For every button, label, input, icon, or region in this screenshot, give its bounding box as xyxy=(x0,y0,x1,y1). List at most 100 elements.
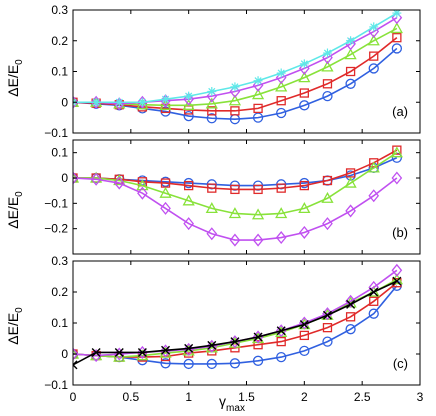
y-axis-label-b: ΔE/E0 xyxy=(5,191,25,229)
panel-c-series-black-point xyxy=(392,276,402,286)
panel-c-series-black-point xyxy=(73,360,78,370)
panel-c-series-magenta-point xyxy=(252,330,264,344)
panel-a-series-cyan-point xyxy=(299,59,309,69)
panel-c-series-black-point xyxy=(137,347,147,357)
panel-b-series-magenta-point xyxy=(229,233,241,247)
panel-a-series-magenta-point xyxy=(183,92,195,106)
panel-a-ytick-label: −0.1 xyxy=(44,126,68,140)
panel-a-frame xyxy=(72,9,421,134)
panel-b-series-red-point xyxy=(230,184,240,195)
panel-b-series-red-point xyxy=(253,184,263,195)
panel-b-series-magenta-point xyxy=(345,204,356,218)
x-axis-label-sub: max xyxy=(226,403,245,414)
panel-b-series-magenta-point xyxy=(391,171,403,185)
panel-c-xtick-label: 2.5 xyxy=(354,390,371,404)
panel-b-series-green-line xyxy=(73,152,398,216)
panel-c-series-red-point xyxy=(253,340,263,350)
panel-a: −0.1 0 0.1 0.2 0.3 (a) xyxy=(44,3,421,140)
panel-b-series-green-point xyxy=(298,202,311,214)
panel-a-ytick-label: 0.1 xyxy=(51,65,68,79)
panel-a-plot-area xyxy=(73,10,403,125)
panel-b-series-green-point xyxy=(136,179,149,191)
panel-b-series-green-point xyxy=(228,207,242,219)
panel-b-series-magenta-point xyxy=(298,225,310,239)
panel-c-series-black-point xyxy=(369,287,379,297)
panel-a-series-blue-point xyxy=(391,43,403,54)
panel-b: −0.2 −0.1 0 0.1 (b) xyxy=(44,139,421,255)
panel-c-series-blue-point xyxy=(368,308,379,319)
panel-b-series-magenta-point xyxy=(252,233,264,247)
panel-a-series-cyan-point xyxy=(184,91,194,101)
panel-b-label: (b) xyxy=(392,225,408,240)
panel-b-ytick-label: −0.1 xyxy=(44,196,68,210)
panel-c-ytick-label: 0.1 xyxy=(51,316,68,330)
panel-a-series-green-point xyxy=(228,94,242,106)
panel-c-series-red-line xyxy=(73,282,398,358)
panel-c-frame xyxy=(72,260,421,386)
panel-b-series-red-point xyxy=(299,180,309,191)
panel-a-series-cyan-point xyxy=(114,97,124,107)
panel-c-series-blue-point xyxy=(206,358,217,370)
panel-a-series-green-point xyxy=(159,98,172,110)
panel-b-series-magenta-line xyxy=(73,177,398,241)
panel-b-series-magenta-point xyxy=(322,217,333,231)
panel-c-series-magenta-point xyxy=(137,345,148,359)
panel-c-ytick-label: 0 xyxy=(61,347,68,361)
panel-a-series-red-line xyxy=(73,37,398,112)
panel-c-series-blue-point xyxy=(229,358,241,369)
panel-a-series-magenta-line xyxy=(73,17,398,105)
panel-c-series-magenta-point xyxy=(275,324,287,338)
panel-b-series-magenta-point xyxy=(73,171,79,185)
panel-c-series-magenta-point xyxy=(73,347,79,361)
panel-c-ytick-label: −0.1 xyxy=(44,378,68,392)
panel-c-series-magenta-point xyxy=(229,335,241,349)
panel-b-series-magenta-point xyxy=(113,176,125,190)
panel-a-series-cyan-point xyxy=(392,10,402,18)
panel-a-series-red-point xyxy=(253,103,263,114)
panel-b-series-green-point xyxy=(159,186,172,198)
panel-c-series-red-point xyxy=(276,336,286,347)
panel-c-series-red-point xyxy=(322,322,333,333)
panel-c-series-green-line xyxy=(73,278,398,358)
panel-c-series-black-point xyxy=(322,310,332,320)
panel-a-ytick-label: 0.2 xyxy=(51,34,68,48)
panel-c-ytick-label: 0.3 xyxy=(51,254,68,268)
panel-b-plot-area xyxy=(73,145,403,247)
panel-c-series-blue-line xyxy=(73,285,398,365)
panel-a-series-cyan-point xyxy=(369,22,379,32)
panel-a-series-blue-point xyxy=(183,110,194,122)
panel-c-series-blue-point xyxy=(160,358,171,369)
panel-c-ytick-label: 0.2 xyxy=(51,285,68,299)
panel-c-xtick-label: 0.5 xyxy=(122,390,139,404)
panels: −0.100.10.20.3(a)−0.2−0.100.1(b)−0.100.1… xyxy=(44,3,423,404)
panel-c-xtick-label: 1 xyxy=(185,390,192,404)
panel-a-series-cyan-point xyxy=(207,86,217,96)
panel-b-series-green-point xyxy=(205,202,218,214)
panel-c-series-blue-point xyxy=(183,358,194,370)
panel-b-series-red-point xyxy=(207,183,217,193)
panel-a-series-cyan-point xyxy=(253,76,263,86)
panel-b-series-magenta-point xyxy=(183,217,195,231)
panel-c-series-black-point xyxy=(346,299,356,309)
panel-a-series-red-point xyxy=(276,96,286,106)
panel-b-series-magenta-point xyxy=(368,189,380,203)
panel-c-xtick-label: 1.5 xyxy=(238,390,255,404)
panel-c-series-blue-point xyxy=(299,345,310,357)
panel-a-ytick-label: 0.3 xyxy=(51,3,68,17)
panel-a-series-blue-point xyxy=(299,100,310,111)
panel-a-label: (a) xyxy=(392,104,408,119)
y-axis-label-a: ΔE/E0 xyxy=(5,59,25,97)
panel-c: −0.100.10.20.30 0.5 1 1.5 2 2.5 3(c) xyxy=(44,254,423,404)
panel-a-series-red-point xyxy=(230,106,240,116)
panel-b-series-green-point xyxy=(321,191,334,203)
panel-a-ytick-label: 0 xyxy=(61,95,68,109)
panel-b-series-green-point xyxy=(367,161,380,173)
panel-c-series-blue-point xyxy=(252,355,264,366)
panel-a-series-blue-point xyxy=(206,113,217,124)
panel-a-series-green-point xyxy=(298,71,311,83)
panel-a-series-blue-point xyxy=(252,112,264,123)
panel-b-series-red-point xyxy=(392,145,402,155)
panel-c-xtick-label: 3 xyxy=(417,390,424,404)
x-axis-label: γmax xyxy=(219,393,245,414)
panel-b-series-green-point xyxy=(275,207,288,219)
